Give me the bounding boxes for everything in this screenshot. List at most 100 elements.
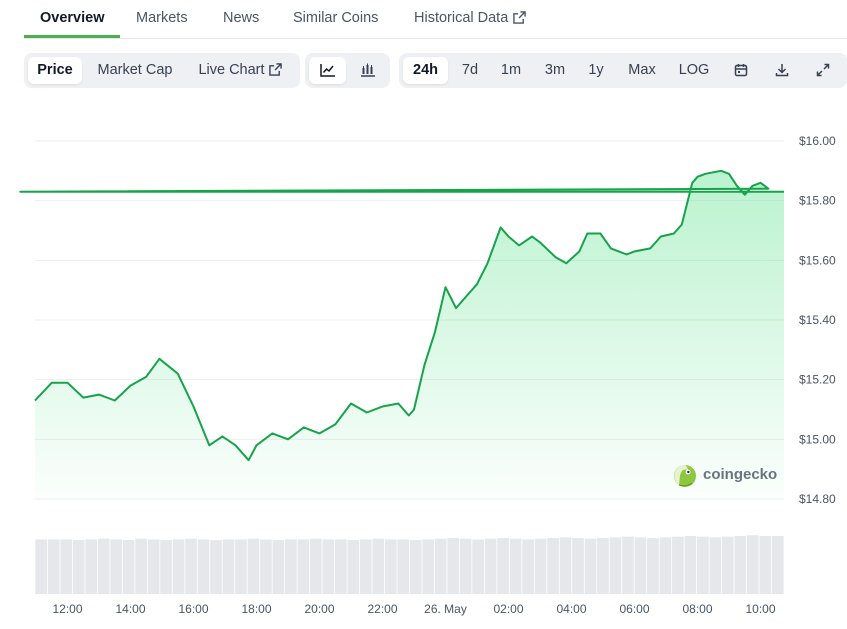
download-button[interactable]: [766, 57, 798, 84]
volume-bar: [584, 538, 597, 594]
volume-bar: [285, 539, 297, 594]
price-area-fill: [20, 170, 785, 500]
volume-bar: [522, 539, 534, 594]
y-tick-label: $15.40: [799, 313, 836, 327]
volume-bar: [659, 537, 672, 594]
x-tick-label: 08:00: [682, 602, 712, 616]
market-cap-button[interactable]: Market Cap: [97, 62, 173, 78]
y-tick-label: $15.60: [799, 253, 836, 267]
x-tick-label: 06:00: [619, 602, 649, 616]
line-chart-button[interactable]: [309, 57, 346, 84]
range-7d-button[interactable]: 7d: [461, 62, 479, 78]
volume-bar: [160, 540, 172, 594]
volume-bar: [35, 539, 48, 594]
tab-historical-data[interactable]: Historical Data: [414, 10, 527, 26]
live-chart-label: Live Chart: [198, 62, 265, 78]
range-3m-button[interactable]: 3m: [544, 62, 566, 78]
volume-bar: [335, 539, 347, 594]
volume-bar: [222, 539, 235, 594]
volume-bar: [534, 538, 547, 594]
volume-bar: [684, 536, 697, 594]
volume-bar: [721, 536, 734, 594]
x-tick-label: 14:00: [115, 602, 145, 616]
volume-bar: [759, 536, 772, 594]
y-tick-label: $15.00: [799, 432, 836, 446]
volume-bar: [509, 538, 522, 594]
volume-bar: [272, 540, 285, 594]
volume-bar: [472, 539, 484, 594]
range-toggle-group: 24h 7d 1m 3m 1y Max LOG: [399, 53, 847, 88]
volume-bar: [597, 538, 609, 594]
fullscreen-button[interactable]: [807, 57, 839, 84]
live-chart-button[interactable]: Live Chart: [192, 57, 288, 84]
candlestick-chart-button[interactable]: [349, 57, 386, 84]
log-scale-button[interactable]: LOG: [678, 62, 710, 78]
volume-bar: [384, 539, 397, 594]
x-tick-label: 16:00: [178, 602, 208, 616]
volume-bar: [110, 539, 122, 594]
volume-bar: [347, 540, 360, 594]
volume-bar: [497, 538, 509, 594]
volume-bar: [210, 540, 222, 594]
volume-bar: [434, 538, 447, 594]
watermark-text: coingecko: [703, 466, 778, 483]
y-tick-label: $15.80: [799, 194, 836, 208]
x-tick-label: 18:00: [241, 602, 271, 616]
calendar-button[interactable]: [725, 57, 757, 84]
volume-bar: [147, 539, 160, 594]
candlestick-chart-icon: [360, 63, 375, 77]
volume-bar: [297, 539, 310, 594]
volume-bar: [359, 539, 372, 594]
tab-news[interactable]: News: [223, 10, 260, 26]
tab-bar: Overview Markets News Similar Coins Hist…: [24, 0, 847, 39]
volume-bar: [247, 538, 260, 594]
tab-historical-data-label: Historical Data: [414, 10, 509, 26]
chart-type-group: [305, 53, 390, 88]
volume-bar: [459, 538, 472, 594]
volume-bar: [47, 539, 60, 594]
download-icon: [775, 64, 789, 77]
x-tick-label: 20:00: [304, 602, 334, 616]
volume-bar: [185, 538, 197, 594]
y-tick-label: $15.20: [799, 373, 836, 387]
volume-bar: [647, 538, 659, 594]
x-tick-label: 22:00: [367, 602, 397, 616]
volume-bar: [235, 539, 247, 594]
x-tick-label: 12:00: [52, 602, 82, 616]
range-1m-button[interactable]: 1m: [500, 62, 522, 78]
volume-bar: [609, 537, 622, 594]
tab-similar-coins[interactable]: Similar Coins: [293, 10, 379, 26]
volume-bar: [97, 538, 110, 594]
tab-markets[interactable]: Markets: [136, 10, 188, 26]
volume-bar: [397, 539, 410, 594]
range-1y-button[interactable]: 1y: [588, 62, 604, 78]
volume-bar: [622, 536, 634, 594]
volume-bar: [260, 539, 272, 594]
y-tick-label: $16.00: [799, 134, 836, 148]
volume-bar: [484, 538, 497, 594]
volume-bar: [197, 539, 210, 594]
range-24h-button[interactable]: 24h: [403, 57, 448, 84]
price-button[interactable]: Price: [28, 57, 82, 84]
metric-toggle-group: Price Market Cap Live Chart: [24, 53, 300, 88]
volume-bar: [310, 538, 322, 594]
volume-bar: [72, 540, 85, 594]
volume-bar: [122, 540, 135, 594]
volume-bar: [771, 536, 784, 594]
external-link-icon: [268, 63, 282, 76]
volume-bar: [60, 539, 73, 594]
range-max-button[interactable]: Max: [628, 62, 656, 78]
line-chart-icon: [319, 64, 335, 77]
fullscreen-icon: [816, 63, 830, 77]
volume-bar: [746, 535, 759, 594]
external-link-icon: [513, 11, 527, 24]
volume-bar: [322, 539, 335, 594]
volume-bar: [447, 538, 460, 594]
tab-overview[interactable]: Overview: [40, 10, 105, 26]
x-tick-label: 04:00: [556, 602, 586, 616]
y-tick-label: $14.80: [799, 492, 836, 506]
price-line: [19, 169, 784, 462]
x-tick-label: 10:00: [745, 602, 775, 616]
volume-bar: [172, 539, 185, 594]
